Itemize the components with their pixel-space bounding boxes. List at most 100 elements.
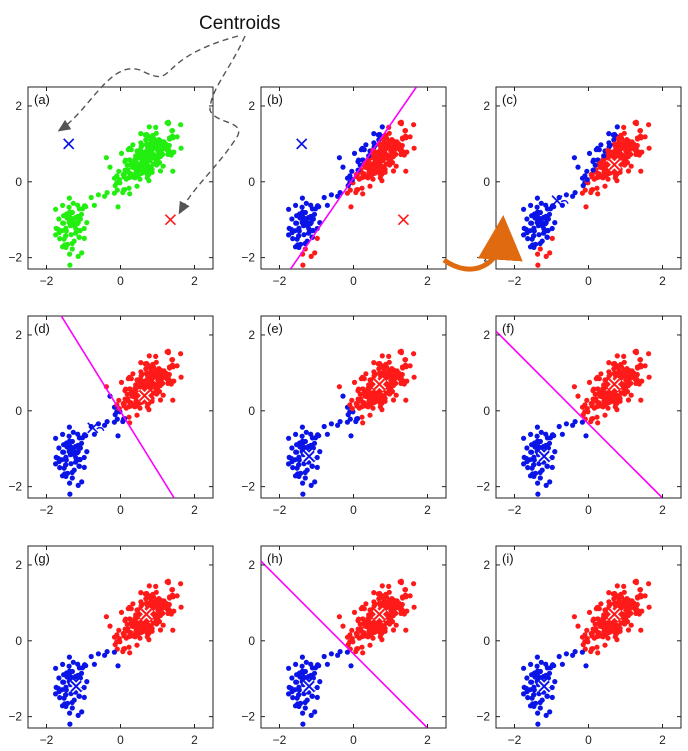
x-tick-label: −2 — [40, 274, 54, 288]
data-point — [132, 404, 138, 410]
decision-boundary — [289, 87, 418, 269]
data-point — [296, 684, 302, 690]
data-point — [67, 251, 73, 257]
data-point — [68, 215, 74, 221]
data-point — [383, 161, 389, 167]
data-point — [56, 445, 62, 451]
data-point — [583, 433, 589, 439]
data-point — [589, 172, 595, 178]
data-point — [63, 692, 69, 698]
decision-boundary — [60, 316, 175, 498]
data-point — [393, 163, 399, 169]
data-point — [590, 167, 596, 173]
centroid-a — [537, 679, 551, 694]
data-point — [617, 169, 623, 175]
data-point — [81, 694, 87, 701]
data-point — [389, 137, 395, 143]
data-point — [144, 131, 150, 138]
data-point — [382, 141, 389, 147]
data-point — [95, 651, 101, 657]
data-point — [60, 220, 66, 226]
data-point — [591, 386, 597, 392]
data-point — [628, 622, 634, 628]
data-point — [76, 435, 82, 441]
data-point — [62, 242, 68, 248]
data-point — [146, 583, 152, 589]
data-point — [144, 175, 150, 181]
data-point — [115, 663, 121, 669]
data-point — [549, 684, 555, 691]
data-point — [336, 155, 342, 161]
data-point — [398, 350, 404, 356]
data-point — [615, 365, 622, 371]
data-point — [388, 152, 395, 158]
data-point — [123, 386, 129, 392]
data-point — [286, 435, 292, 441]
data-point — [303, 429, 309, 435]
data-point — [76, 234, 82, 240]
data-point — [599, 393, 605, 399]
data-point — [81, 454, 87, 461]
panel-label: (i) — [502, 551, 514, 566]
data-point — [547, 250, 553, 256]
data-point — [300, 262, 306, 268]
data-point — [390, 168, 397, 174]
data-point — [584, 627, 590, 633]
data-point — [170, 168, 176, 174]
data-point — [524, 445, 530, 451]
data-point — [614, 583, 620, 589]
data-point — [328, 421, 334, 427]
data-point — [355, 626, 361, 632]
data-point — [170, 627, 176, 633]
x-tick-label: 2 — [659, 733, 666, 747]
data-point — [398, 151, 404, 157]
data-point — [351, 379, 358, 385]
data-point — [621, 124, 627, 130]
data-point — [351, 150, 358, 156]
data-point — [144, 634, 150, 640]
data-point — [642, 363, 648, 369]
data-point — [75, 712, 81, 719]
data-point — [563, 651, 570, 657]
data-point — [324, 202, 330, 208]
data-point — [154, 390, 160, 396]
data-point — [624, 137, 630, 143]
data-point — [633, 121, 640, 127]
data-point — [174, 363, 180, 369]
y-tick-label: 0 — [15, 175, 22, 189]
data-point — [299, 433, 305, 439]
panels-layer: −2 0 2 −2 0 2 (a) −2 0 2 −2 0 2 (b) −2 0 2 −2 0 2 (c) −2 0 2 −2 0… — [8, 86, 682, 747]
data-point — [79, 709, 85, 715]
data-point — [369, 170, 375, 176]
data-point — [625, 168, 632, 174]
data-point — [300, 480, 306, 486]
data-point — [144, 404, 150, 410]
data-point — [625, 397, 632, 403]
data-point — [356, 386, 362, 392]
data-point — [612, 634, 618, 640]
data-point — [534, 204, 540, 210]
data-point — [601, 382, 607, 388]
data-point — [53, 665, 59, 671]
data-point — [303, 659, 309, 665]
data-point — [411, 581, 417, 587]
y-tick-label: −2 — [476, 710, 490, 724]
data-point — [309, 206, 315, 212]
data-point — [170, 364, 176, 370]
data-point — [579, 190, 586, 196]
data-point — [382, 169, 388, 175]
data-point — [525, 695, 531, 701]
data-point — [156, 596, 162, 602]
data-point — [290, 465, 296, 471]
data-point — [301, 444, 307, 450]
data-point — [344, 419, 350, 425]
data-point — [390, 627, 397, 633]
x-tick-label: −2 — [508, 274, 522, 288]
data-point — [589, 401, 595, 407]
data-point — [605, 147, 611, 154]
data-point — [535, 491, 541, 497]
panel-label: (e) — [267, 321, 283, 336]
data-point — [594, 374, 601, 380]
panel-b: −2 0 2 −2 0 2 (b) — [241, 86, 447, 288]
x-tick-label: 0 — [585, 503, 592, 517]
